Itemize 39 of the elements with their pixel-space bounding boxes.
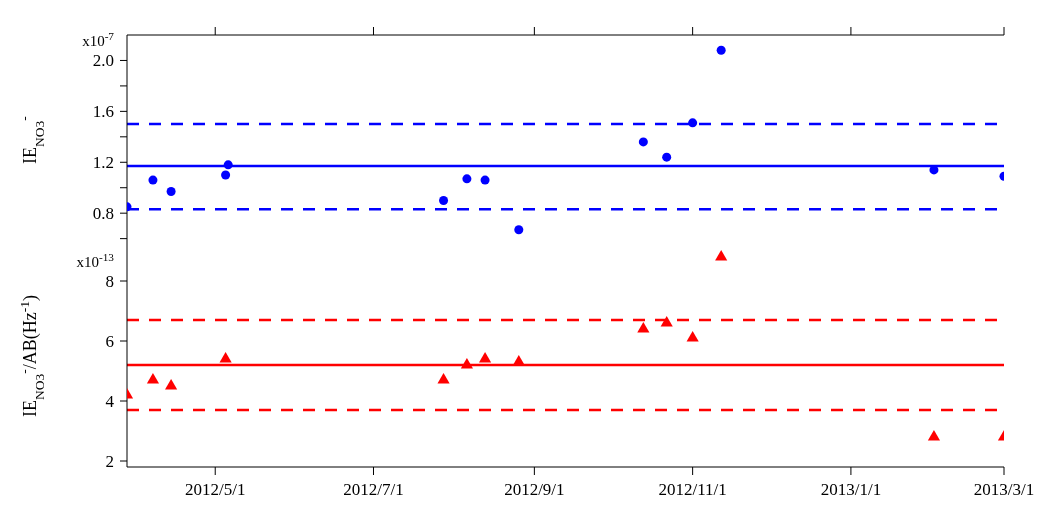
point (460, 357, 473, 369)
text: x10$^{-7}$ (82, 30, 115, 50)
point (637, 321, 650, 333)
point (462, 174, 472, 184)
x-tick-label: 2012/7/1 (343, 480, 404, 499)
point (165, 378, 178, 390)
point (638, 137, 648, 147)
x-tick-label: 2012/5/1 (184, 480, 246, 499)
x-tick-label: 2013/3/1 (973, 480, 1035, 499)
point (686, 330, 699, 342)
point (439, 195, 449, 205)
point (219, 351, 232, 363)
point (927, 429, 941, 441)
y-tick-label: 8 (105, 272, 114, 291)
y-tick-label: 4 (105, 392, 115, 411)
point (715, 249, 728, 261)
y-tick-label: 1.6 (92, 102, 114, 122)
y-tick-label: 0.8 (92, 204, 114, 224)
x-tick-label: 2012/9/1 (504, 480, 565, 499)
point (221, 170, 231, 180)
point (480, 175, 490, 185)
point (478, 351, 492, 363)
point (146, 372, 160, 384)
y-tick-label: 2 (105, 452, 114, 471)
x-tick-label: 2012/11/1 (658, 480, 727, 499)
point (662, 152, 672, 162)
point (716, 45, 726, 55)
point (223, 160, 233, 170)
point (148, 175, 158, 185)
y-tick-label: 2.0 (92, 51, 114, 71)
point (660, 315, 673, 327)
x-tick-label: 2013/1/1 (820, 480, 882, 499)
y-tick-label: 6 (105, 332, 114, 351)
y-tick-label: 1.2 (92, 153, 114, 173)
text: x10$^{-13}$ (76, 251, 115, 270)
point (437, 372, 450, 384)
point (688, 118, 698, 128)
point (166, 187, 176, 197)
point (514, 225, 524, 235)
